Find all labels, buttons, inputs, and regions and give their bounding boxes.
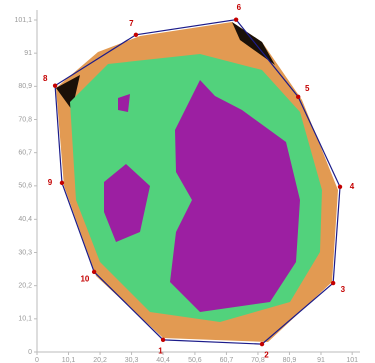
x-tick-label: 80,9 [283,357,297,363]
vertex-label: 2 [264,350,269,359]
vertex [331,281,335,285]
x-tick-label: 60,7 [220,357,234,363]
x-tick-label: 101 [346,357,358,363]
vertex [60,181,64,185]
vertex-label: 6 [237,3,242,12]
y-tick-label: 60,7 [18,150,32,157]
x-tick-label: 50,6 [188,357,202,363]
vertex [53,83,57,87]
vertex [234,17,238,21]
vertex [338,185,342,189]
y-tick-label: 50,6 [18,183,32,190]
vertex-label: 3 [341,285,346,294]
vertex-label: 8 [43,74,48,83]
y-tick-label: 0 [28,349,32,356]
page: 010,120,230,340,450,660,770,880,99110101… [0,0,375,363]
y-tick-label: 40,4 [18,216,32,223]
vertex [161,338,165,342]
x-tick-label: 91 [317,357,325,363]
y-tick-label: 70,8 [18,116,32,123]
y-tick-label: 20,2 [18,283,32,290]
vertex-label: 10 [80,275,89,284]
vertex-label: 7 [129,19,134,28]
vertex [92,270,96,274]
y-tick-label: 30,3 [18,249,32,256]
vertex [260,342,264,346]
x-tick-label: 0 [35,357,39,363]
chart: 010,120,230,340,450,660,770,880,99110101… [0,0,375,363]
vertex-label: 9 [48,178,53,187]
x-tick-label: 70,8 [251,357,265,363]
y-tick-label: 101,1 [14,17,32,24]
vertex [134,33,138,37]
vertex-label: 4 [350,182,355,191]
x-tick-label: 30,3 [125,357,139,363]
x-tick-label: 10,1 [62,357,76,363]
vertex-label: 1 [158,347,163,356]
map-image [56,22,338,342]
y-tick-label: 80,9 [18,83,32,90]
vertex-label: 5 [305,84,310,93]
x-tick-label: 20,2 [93,357,107,363]
vertex [296,95,300,99]
y-tick-label: 91 [24,50,32,57]
y-tick-label: 10,1 [18,316,32,323]
x-tick-label: 40,4 [156,357,170,363]
